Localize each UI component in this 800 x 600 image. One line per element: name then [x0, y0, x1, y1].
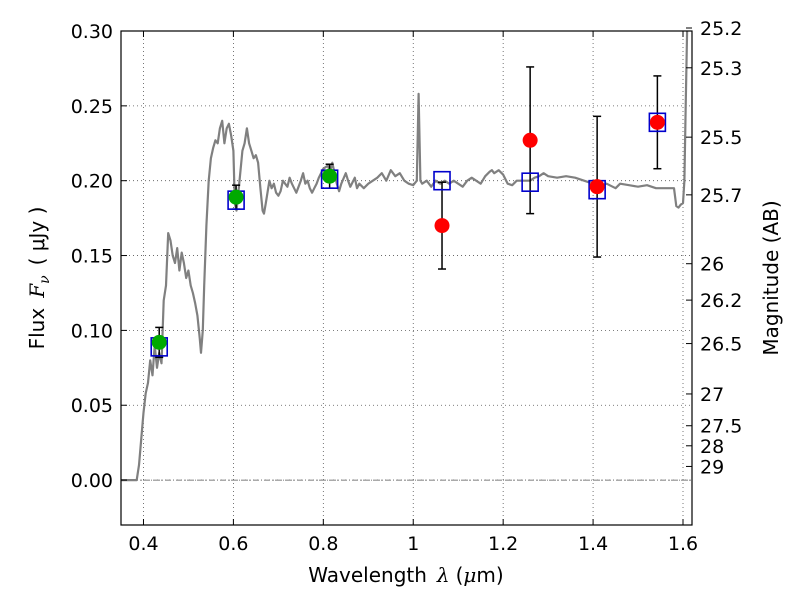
mag-tick-label: 29	[700, 456, 724, 478]
y-tick-labels: 0.00 0.05 0.10 0.15 0.20 0.25 0.30	[71, 21, 113, 492]
mag-tick-label: 25.2	[700, 18, 742, 40]
mag-tick-label: 27	[700, 384, 724, 406]
mag-tick-label: 25.3	[700, 58, 742, 80]
model-band-square	[521, 172, 539, 192]
y-tick-label: 0.30	[71, 21, 113, 43]
axis-ticks	[121, 27, 692, 525]
x-tick-label: 0.8	[308, 533, 338, 555]
x-axis-unit-text: m)	[476, 563, 503, 587]
x-axis-title: Wavelength λ (μm)	[308, 563, 503, 587]
y-axis-symbol: F	[25, 283, 49, 299]
y-tick-label: 0.05	[71, 395, 113, 417]
mag-tick-label: 28	[700, 436, 724, 458]
x-axis-unit-math: μ	[463, 563, 476, 587]
model-spectrum-layer	[121, 31, 689, 482]
x-axis-symbol: λ	[436, 563, 450, 587]
model-band-square	[648, 112, 667, 133]
observed-point-optical	[228, 189, 244, 205]
y-tick-label: 0.00	[71, 470, 113, 492]
x-tick-label: 0.4	[128, 533, 158, 555]
mag-tick-label: 26	[700, 254, 724, 276]
observed-point-optical	[322, 168, 338, 184]
right-axis-title: Magnitude (AB)	[759, 200, 783, 355]
model-spectrum-line	[121, 31, 689, 482]
observed-points-layer	[151, 114, 665, 350]
x-tick-label: 1.2	[488, 533, 518, 555]
x-tick-label: 1.4	[578, 533, 608, 555]
x-axis-unit-prefix: (	[456, 563, 464, 587]
plot-frame	[120, 30, 693, 526]
y-axis-title-text: Flux	[25, 308, 49, 350]
mag-tick-label: 25.5	[700, 127, 742, 149]
x-tick-labels: 0.4 0.6 0.8 1 1.2 1.4 1.6	[128, 533, 698, 555]
y-tick-label: 0.25	[71, 96, 113, 118]
x-tick-label: 1	[407, 533, 419, 555]
mag-tick-label: 27.5	[700, 416, 742, 438]
y-tick-label: 0.20	[71, 171, 113, 193]
observed-point-optical	[151, 334, 167, 350]
observed-point-nir	[589, 179, 605, 195]
y-tick-label: 0.15	[71, 246, 113, 268]
mag-tick-label: 26.5	[700, 334, 742, 356]
x-tick-label: 0.6	[218, 533, 248, 555]
y-axis-unit: ( μJy )	[25, 207, 49, 266]
y-tick-label: 0.10	[71, 320, 113, 342]
model-band-square	[433, 170, 451, 191]
mag-tick-label: 26.2	[700, 290, 742, 312]
observed-point-nir	[434, 218, 450, 234]
mag-tick-label: 25.7	[700, 185, 742, 207]
observed-point-nir	[649, 114, 665, 130]
observed-point-nir	[522, 132, 538, 148]
x-tick-label: 1.6	[668, 533, 698, 555]
y-axis-title: Flux Fν ( μJy )	[25, 207, 53, 350]
y-axis-subscript: ν	[37, 275, 53, 284]
x-axis-title-text: Wavelength	[308, 563, 427, 587]
